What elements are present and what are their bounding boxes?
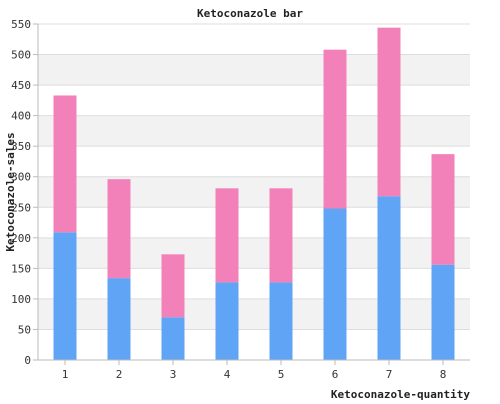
x-tick-label: 8 <box>440 368 447 381</box>
grid-bands <box>38 54 470 330</box>
x-tick-labels: 1 2 3 4 5 6 7 8 <box>62 368 447 381</box>
bar-segment-1 <box>323 208 347 360</box>
y-tick-label: 0 <box>24 354 31 367</box>
grid-band <box>38 176 470 208</box>
bar-segment-2 <box>161 254 185 318</box>
x-axis-label: Ketoconazole-quantity <box>331 388 470 400</box>
y-tick-label: 200 <box>11 232 31 245</box>
bar-segment-2 <box>377 27 401 197</box>
x-tick-label: 1 <box>62 368 69 381</box>
bar-segment-2 <box>323 49 347 209</box>
y-tick-label: 500 <box>11 49 31 62</box>
bar-segment-1 <box>431 264 455 360</box>
grid-band <box>38 115 470 147</box>
x-tick-label: 3 <box>170 368 177 381</box>
axes <box>33 23 470 365</box>
y-tick-label: 50 <box>18 323 31 336</box>
y-tick-label: 250 <box>11 201 31 214</box>
bar-segment-2 <box>53 95 77 233</box>
grid-band <box>38 54 470 86</box>
y-axis-label: Ketoconazole-sales <box>4 132 17 251</box>
grid-band <box>38 298 470 330</box>
bar-segment-1 <box>269 282 293 360</box>
bar-segment-1 <box>107 278 131 360</box>
bar-segment-2 <box>269 188 293 283</box>
y-tick-label: 350 <box>11 140 31 153</box>
bar-segment-2 <box>215 188 239 283</box>
y-tick-label: 300 <box>11 171 31 184</box>
bar-segment-1 <box>215 282 239 360</box>
bar-segment-1 <box>161 317 185 360</box>
bar-segment-2 <box>107 179 131 279</box>
y-tick-label: 100 <box>11 293 31 306</box>
x-tick-label: 4 <box>224 368 231 381</box>
x-tick-label: 5 <box>278 368 285 381</box>
bar-segment-1 <box>53 232 77 360</box>
x-tick-label: 6 <box>332 368 339 381</box>
y-tick-label: 400 <box>11 110 31 123</box>
bar-segment-1 <box>377 196 401 360</box>
y-tick-label: 550 <box>11 18 31 31</box>
x-tick-label: 2 <box>116 368 123 381</box>
y-tick-labels: 0 50 100 150 200 250 300 350 400 450 500 550 <box>11 18 31 367</box>
y-tick-label: 150 <box>11 262 31 275</box>
grid-band <box>38 237 470 269</box>
x-tick-label: 7 <box>386 368 393 381</box>
chart-title: Ketoconazole bar <box>197 7 303 20</box>
y-tick-label: 450 <box>11 79 31 92</box>
bar-segment-2 <box>431 154 455 265</box>
bars <box>53 27 455 360</box>
